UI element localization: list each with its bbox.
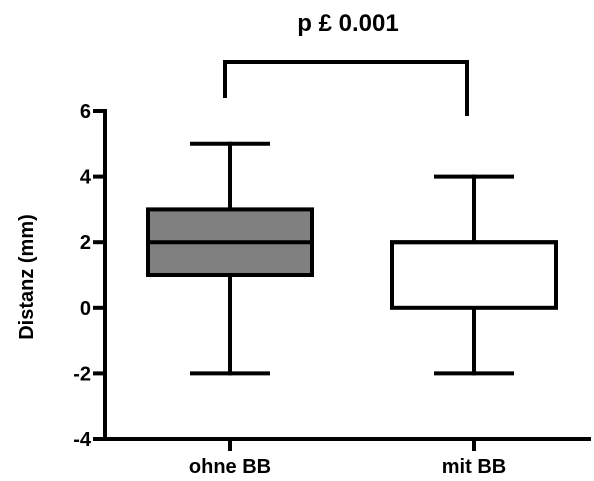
y-tick-label: 6	[80, 101, 91, 123]
box-series	[146, 141, 558, 376]
y-tick-label: 2	[80, 232, 91, 254]
x-tick-label: ohne BB	[189, 456, 271, 478]
x-tick-label: mit BB	[442, 456, 506, 478]
box-mit-bb	[390, 174, 558, 376]
y-axis: -4 -2 0 2 4 6	[73, 101, 107, 451]
box-ohne-bb	[146, 141, 314, 376]
significance-label: p £ 0.001	[297, 10, 398, 37]
y-axis-label: Distanz (mm)	[16, 214, 38, 340]
significance-bracket	[223, 60, 469, 116]
y-tick-label: 4	[80, 167, 92, 189]
x-axis: ohne BB mit BB	[103, 437, 591, 478]
significance-annotation: p £ 0.001	[223, 10, 469, 116]
y-tick-label: 0	[80, 298, 91, 320]
y-tick-label: -4	[73, 429, 92, 451]
iqr-box	[390, 240, 558, 310]
y-tick-label: -2	[73, 363, 91, 385]
